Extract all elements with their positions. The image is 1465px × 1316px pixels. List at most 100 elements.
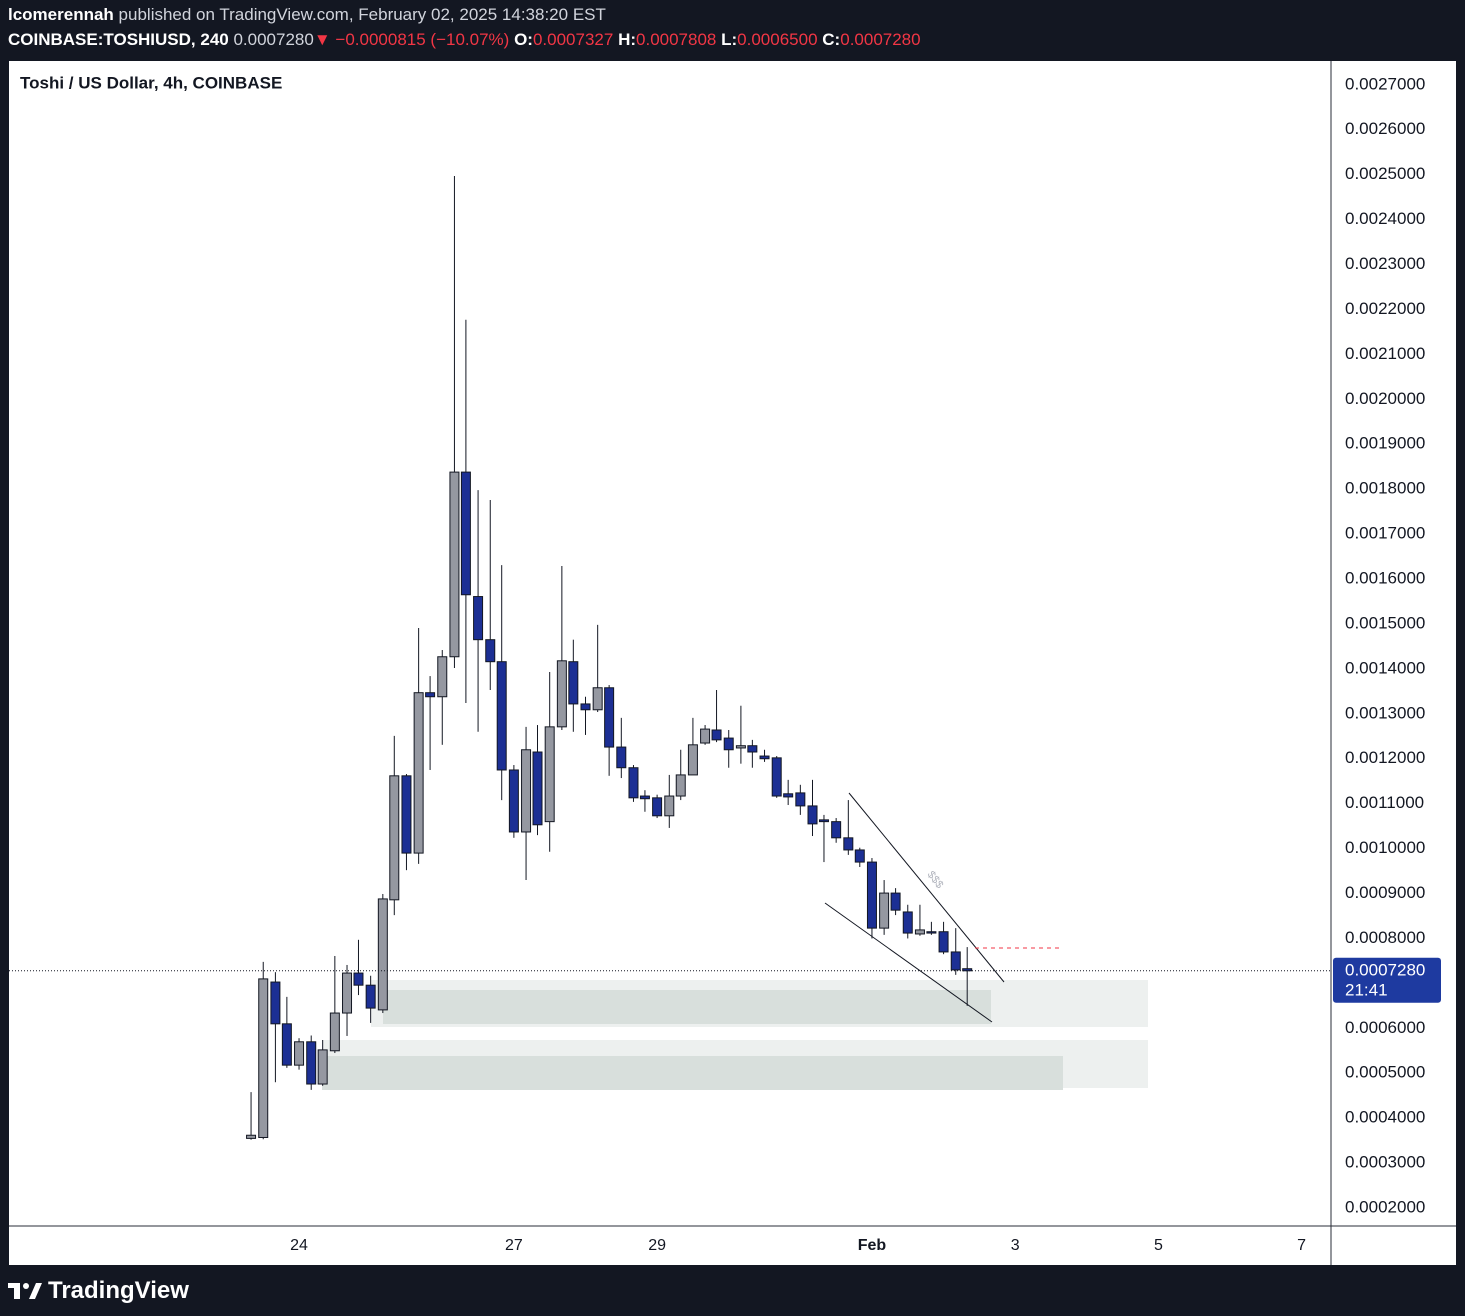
candle-body [771, 757, 782, 797]
zone-inner [322, 1056, 1063, 1090]
candle-body [496, 661, 507, 771]
candle-body [783, 793, 794, 798]
ohlc-value: 0.0007327 [532, 30, 614, 49]
y-tick-label: 0.0026000 [1345, 119, 1425, 138]
candle-body [807, 805, 818, 825]
y-tick-label: 0.0003000 [1345, 1153, 1425, 1172]
candle-body [675, 774, 686, 797]
candle-body [616, 746, 627, 769]
countdown: 21:41 [1345, 980, 1388, 999]
candle-body [270, 981, 281, 1025]
y-tick-label: 0.0011000 [1345, 793, 1424, 812]
candle-body [854, 849, 865, 863]
y-tick-label: 0.0017000 [1345, 524, 1425, 543]
y-tick-label: 0.0022000 [1345, 299, 1425, 318]
candle-body [914, 929, 925, 935]
x-tick-label: 7 [1297, 1237, 1306, 1254]
candle-body [544, 726, 555, 823]
y-tick-label: 0.0008000 [1345, 928, 1425, 947]
y-tick-label: 0.0004000 [1345, 1108, 1425, 1127]
candle-body [556, 660, 567, 728]
candle-body [281, 1023, 292, 1066]
x-tick-label: 27 [505, 1237, 523, 1254]
y-tick-label: 0.0006000 [1345, 1018, 1425, 1037]
candle-body [711, 729, 722, 741]
y-tick-label: 0.0027000 [1345, 74, 1425, 93]
candle-body [866, 861, 877, 929]
candle-body [950, 951, 961, 971]
y-tick-label: 0.0015000 [1345, 613, 1425, 632]
candle-body [759, 755, 770, 760]
candle-body [639, 795, 650, 800]
y-tick-label: 0.0023000 [1345, 254, 1425, 273]
candle-body [401, 775, 412, 854]
y-tick-label: 0.0021000 [1345, 344, 1425, 363]
y-tick-label: 0.0016000 [1345, 569, 1425, 588]
candle-body [460, 471, 471, 596]
y-tick-label: 0.0025000 [1345, 164, 1425, 183]
y-tick-label: 0.0019000 [1345, 434, 1425, 453]
candle-body [521, 749, 532, 833]
footer[interactable]: TradingView [8, 1276, 189, 1306]
publish-line: lcomerennah published on TradingView.com… [8, 5, 606, 25]
change: −0.0000815 (−10.07%) [335, 30, 510, 49]
candle-body [246, 1134, 257, 1139]
candle-body [413, 692, 424, 854]
last-price-label: 0.0007280 [1345, 960, 1425, 979]
candle-body [568, 661, 579, 705]
candle-body [317, 1049, 328, 1085]
y-tick-label: 0.0024000 [1345, 209, 1425, 228]
author: lcomerennah [8, 5, 114, 24]
candle-body [258, 978, 269, 1138]
candle-body [628, 767, 639, 799]
last-price: 0.0007280 [233, 30, 314, 49]
last-price-badge [1333, 957, 1441, 1003]
candle-body [437, 656, 448, 698]
x-tick-label: Feb [858, 1237, 887, 1254]
x-tick-label: 24 [290, 1237, 308, 1254]
candle-body [473, 596, 484, 641]
x-tick-label: 3 [1011, 1237, 1020, 1254]
x-tick-label: 29 [648, 1237, 666, 1254]
candle-body [389, 775, 400, 901]
y-tick-label: 0.0014000 [1345, 658, 1425, 677]
candle-body [508, 769, 519, 833]
candle-body [735, 745, 746, 749]
y-tick-label: 0.0012000 [1345, 748, 1425, 767]
y-tick-label: 0.0010000 [1345, 838, 1425, 857]
y-tick-label: 0.0009000 [1345, 883, 1425, 902]
ohlc-label: O: [514, 30, 533, 49]
candle-body [926, 931, 937, 934]
ohlc-label: L: [721, 30, 738, 49]
candle-body [902, 911, 913, 934]
candle-body [962, 968, 973, 972]
candle-body [747, 745, 758, 753]
candle-body [485, 639, 496, 663]
ohlc-label: H: [618, 30, 637, 49]
y-tick-label: 0.0005000 [1345, 1063, 1425, 1082]
brand: TradingView [48, 1277, 189, 1304]
candle-body [592, 687, 603, 711]
candle-body [664, 795, 675, 817]
ohlc-label: C: [822, 30, 841, 49]
candle-body [818, 819, 829, 823]
candle-body [890, 892, 901, 911]
candle-body [879, 892, 890, 929]
candle-body [700, 728, 711, 744]
y-tick-label: 0.0002000 [1345, 1198, 1425, 1217]
ohlc-value: 0.0007808 [636, 30, 717, 49]
candle-body [306, 1041, 317, 1085]
candle-body [843, 837, 854, 851]
candle-body [365, 984, 376, 1009]
candle-body [377, 898, 388, 1011]
candle-body [687, 744, 698, 776]
candle-body [831, 821, 842, 839]
candle-body [342, 972, 353, 1014]
trend-line [848, 792, 1005, 983]
x-tick-label: 5 [1154, 1237, 1163, 1254]
candle-body [425, 692, 436, 698]
candle-body [652, 797, 663, 817]
y-tick-label: 0.0013000 [1345, 703, 1425, 722]
